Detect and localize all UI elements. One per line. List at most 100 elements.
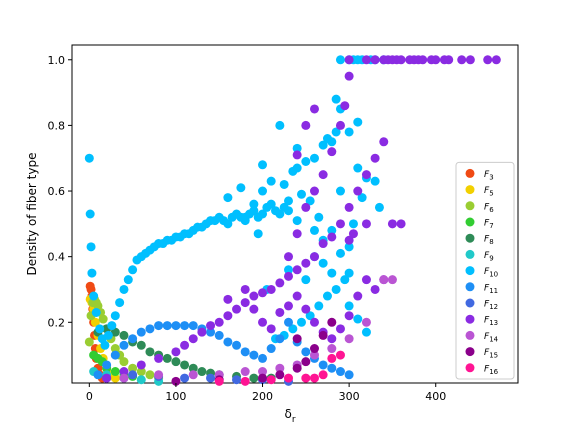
data-point xyxy=(266,284,276,294)
data-point xyxy=(145,370,155,380)
data-point xyxy=(335,324,345,334)
data-point xyxy=(180,373,190,383)
data-point xyxy=(100,340,110,350)
data-point xyxy=(188,363,198,373)
data-point xyxy=(361,275,371,285)
data-point xyxy=(327,334,337,344)
data-point xyxy=(361,170,371,180)
data-point xyxy=(344,127,354,137)
data-point xyxy=(232,375,242,385)
x-axis-label-subscript: r xyxy=(292,415,296,425)
data-point xyxy=(102,360,112,370)
data-point xyxy=(119,340,129,350)
data-point xyxy=(305,311,315,321)
data-point xyxy=(305,196,315,206)
data-point xyxy=(145,347,155,357)
data-point xyxy=(266,324,276,334)
data-point xyxy=(309,104,319,114)
x-axis-ticks: 0 100 200 300 400 xyxy=(86,383,446,403)
data-point xyxy=(258,288,268,298)
data-point xyxy=(90,317,100,327)
series-F11 xyxy=(93,317,354,380)
data-point xyxy=(253,229,263,239)
data-point xyxy=(249,304,259,314)
data-point xyxy=(465,55,475,65)
data-point xyxy=(145,324,155,334)
data-point xyxy=(197,367,207,377)
legend-label: F12 xyxy=(484,300,498,312)
data-point xyxy=(309,350,319,360)
legend-label: F13 xyxy=(484,316,498,328)
legend-marker xyxy=(465,314,475,324)
data-point xyxy=(249,199,259,209)
legend-label: F14 xyxy=(484,332,499,344)
data-point xyxy=(379,137,389,147)
series-F13 xyxy=(102,55,501,383)
data-point xyxy=(357,193,367,203)
data-point xyxy=(284,265,294,275)
data-point xyxy=(361,219,371,229)
legend-marker xyxy=(465,266,475,276)
data-point xyxy=(206,321,216,331)
data-point xyxy=(119,373,129,383)
data-point xyxy=(240,212,250,222)
data-point xyxy=(301,373,311,383)
data-point xyxy=(154,370,164,380)
data-point xyxy=(223,311,233,321)
legend-marker xyxy=(465,249,475,259)
data-point xyxy=(136,340,146,350)
data-point xyxy=(348,229,358,239)
data-point xyxy=(344,235,354,245)
data-point xyxy=(188,321,198,331)
data-point xyxy=(361,327,371,337)
data-point xyxy=(331,94,341,104)
data-point xyxy=(340,101,350,111)
data-point xyxy=(258,367,268,377)
data-point xyxy=(327,147,337,157)
data-point xyxy=(301,275,311,285)
data-point xyxy=(284,252,294,262)
data-point xyxy=(322,291,332,301)
data-point xyxy=(327,137,337,147)
data-point xyxy=(223,337,233,347)
data-point xyxy=(180,340,190,350)
data-point xyxy=(309,153,319,163)
data-point xyxy=(292,229,302,239)
data-point xyxy=(110,367,120,377)
data-point xyxy=(353,117,363,127)
data-point xyxy=(258,373,268,383)
legend-label: F16 xyxy=(484,364,499,376)
data-point xyxy=(95,324,105,334)
data-point xyxy=(107,321,117,331)
data-point xyxy=(335,248,345,258)
data-point xyxy=(85,209,95,219)
data-point xyxy=(335,219,345,229)
data-point xyxy=(188,334,198,344)
data-point xyxy=(335,350,345,360)
data-point xyxy=(110,344,120,354)
legend-label: F8 xyxy=(484,235,494,247)
data-point xyxy=(418,55,428,65)
data-point xyxy=(266,344,276,354)
data-point xyxy=(314,212,324,222)
data-point xyxy=(258,186,268,196)
data-point xyxy=(284,196,294,206)
data-point xyxy=(128,334,138,344)
legend-marker xyxy=(465,185,475,195)
data-point xyxy=(331,127,341,137)
data-point xyxy=(266,176,276,186)
data-point xyxy=(327,353,337,363)
data-point xyxy=(110,373,120,383)
data-point xyxy=(84,153,94,163)
data-point xyxy=(301,347,311,357)
data-point xyxy=(136,367,146,377)
data-point xyxy=(284,317,294,327)
data-point xyxy=(353,163,363,173)
data-point xyxy=(370,176,380,186)
data-point xyxy=(309,225,319,235)
data-point xyxy=(444,55,454,65)
data-point xyxy=(296,189,306,199)
data-point xyxy=(154,321,164,331)
data-point xyxy=(136,375,146,385)
legend-box xyxy=(455,161,515,380)
